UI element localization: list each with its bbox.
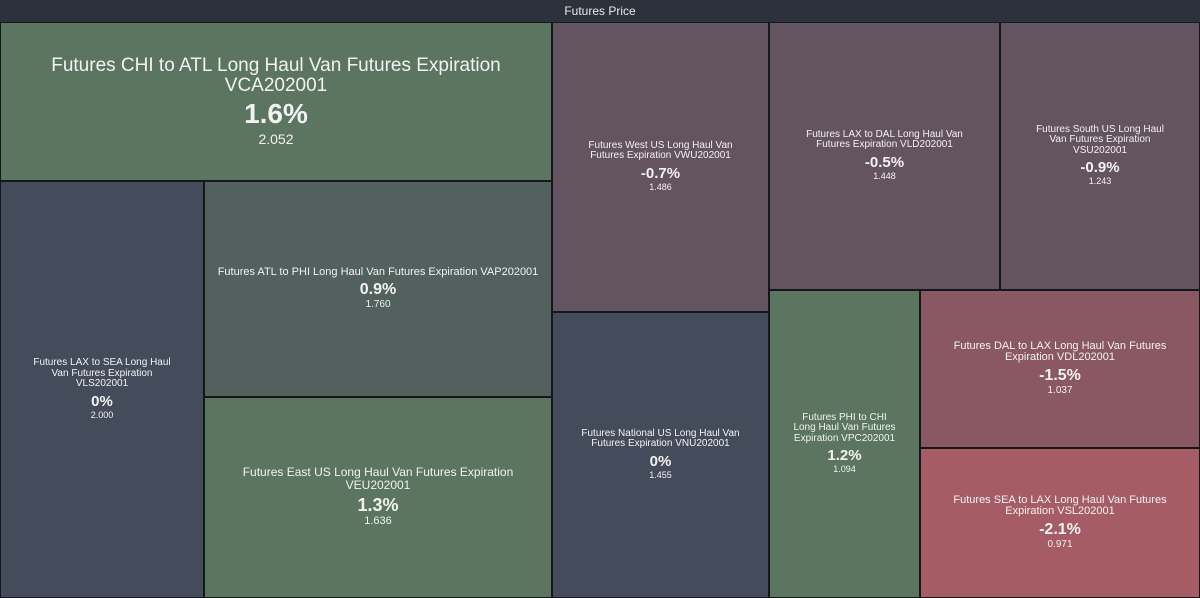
treemap-tile[interactable]: Futures SEA to LAX Long Haul Van Futures… [920,448,1200,598]
treemap-tile[interactable]: Futures South US Long Haul Van Futures E… [1000,22,1200,290]
tile-percent-change: -2.1% [1039,520,1081,538]
tile-percent-change: 1.3% [357,494,399,515]
tile-percent-change: 0% [91,392,113,410]
tile-price: 2.052 [258,130,294,147]
treemap-tile[interactable]: Futures PHI to CHI Long Haul Van Futures… [769,290,920,598]
tile-percent-change: -0.7% [640,164,681,182]
treemap: Futures CHI to ATL Long Haul Van Futures… [0,22,1200,598]
treemap-tile[interactable]: Futures West US Long Haul Van Futures Ex… [552,22,769,312]
tile-label: Futures SEA to LAX Long Haul Van Futures… [953,493,1167,518]
treemap-tile[interactable]: Futures DAL to LAX Long Haul Van Futures… [920,290,1200,448]
tile-price: 1.455 [649,470,672,481]
tile-price: 1.448 [873,171,896,182]
treemap-tile[interactable]: Futures LAX to SEA Long Haul Van Futures… [0,181,204,598]
treemap-tile[interactable]: Futures CHI to ATL Long Haul Van Futures… [0,22,552,181]
chart-title: Futures Price [0,0,1200,22]
tile-price: 1.486 [649,182,672,193]
tile-label: Futures LAX to SEA Long Haul Van Futures… [33,357,171,390]
tile-label: Futures PHI to CHI Long Haul Van Futures… [793,411,896,444]
tile-label: Futures ATL to PHI Long Haul Van Futures… [217,265,539,278]
tile-percent-change: 1.2% [827,447,862,465]
treemap-tile[interactable]: Futures ATL to PHI Long Haul Van Futures… [204,181,552,397]
treemap-tile[interactable]: Futures National US Long Haul Van Future… [552,312,769,598]
tile-label: Futures National US Long Haul Van Future… [581,427,740,450]
tile-percent-change: 1.6% [244,98,308,130]
tile-percent-change: 0.9% [359,281,397,299]
tile-price: 2.000 [90,409,114,420]
tile-label: Futures West US Long Haul Van Futures Ex… [588,139,733,162]
tile-price: 1.760 [365,299,391,311]
tile-percent-change: 0% [649,452,672,470]
tile-price: 0.971 [1047,539,1073,551]
tile-price: 1.037 [1047,385,1073,397]
tile-label: Futures East US Long Haul Van Futures Ex… [242,465,514,493]
tile-percent-change: -1.5% [1039,366,1081,384]
tile-percent-change: -0.9% [1080,159,1120,177]
tile-price: 1.636 [364,515,392,528]
tile-percent-change: -0.5% [864,153,905,171]
tile-label: Futures CHI to ATL Long Haul Van Futures… [51,54,501,96]
treemap-tile[interactable]: Futures LAX to DAL Long Haul Van Futures… [769,22,1000,290]
tile-label: Futures South US Long Haul Van Futures E… [1036,123,1164,156]
treemap-tile[interactable]: Futures East US Long Haul Van Futures Ex… [204,397,552,598]
tile-label: Futures DAL to LAX Long Haul Van Futures… [953,339,1167,364]
tile-price: 1.094 [833,464,856,475]
tile-label: Futures LAX to DAL Long Haul Van Futures… [806,128,963,151]
tile-price: 1.243 [1088,176,1112,187]
